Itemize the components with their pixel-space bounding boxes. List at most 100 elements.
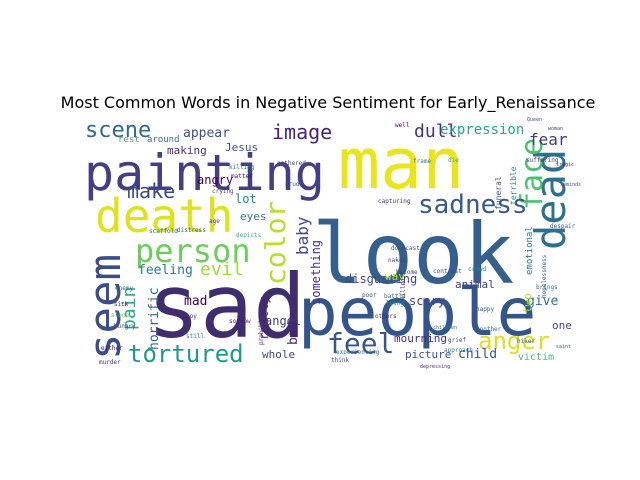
word-others: others <box>375 313 397 320</box>
word-terrible: terrible <box>509 166 518 205</box>
word-jesus: Jesus <box>225 141 258 154</box>
word-way: way <box>385 270 405 283</box>
word-making: making <box>167 144 207 157</box>
word-one: one <box>552 319 572 332</box>
word-queen: Queen <box>527 117 542 123</box>
word-image: image <box>272 120 332 144</box>
word-cloud-background <box>81 117 575 365</box>
word-boy: boy <box>186 313 197 320</box>
word-grief: grief <box>448 337 466 344</box>
word-battle: battle <box>384 293 406 300</box>
word-become: become <box>396 269 418 276</box>
word-dull: dull <box>414 121 457 142</box>
word-whole: whole <box>262 348 295 361</box>
word-depicts: depicts <box>236 232 262 239</box>
word-bad: bad <box>286 322 301 345</box>
word-poor: poor <box>362 292 377 299</box>
word-mad: mad <box>184 294 207 309</box>
word-angry: angry <box>197 173 233 187</box>
word-baby: baby <box>293 216 312 255</box>
word-tragic: tragic <box>556 162 574 168</box>
word-distress: distress <box>177 227 206 234</box>
word-mourning: mourning <box>394 332 447 345</box>
word-painting: painting <box>84 144 325 202</box>
word-happy: happy <box>476 306 494 313</box>
word-well: well <box>395 122 410 129</box>
word-give: give <box>527 294 558 309</box>
word-enemy: enemy <box>115 285 133 292</box>
word-capturing: capturing <box>378 198 411 205</box>
word-alone: alone <box>111 312 129 319</box>
word-saint: saint <box>556 344 571 350</box>
word-despair: despair <box>550 223 576 230</box>
word-reminds: reminds <box>560 182 581 188</box>
word-lying: lying <box>386 300 404 307</box>
word-naked: naked <box>388 257 406 264</box>
word-horrific: horrific <box>147 287 162 350</box>
word-killing: killing <box>229 164 255 171</box>
word-fear: fear <box>529 130 568 149</box>
word-around: around <box>147 135 180 145</box>
word-sorrow: sorrow <box>229 318 251 325</box>
word-either: either <box>101 345 123 352</box>
word-face: face <box>515 138 550 210</box>
word-lot: lot <box>235 192 257 206</box>
word-feel: feel <box>327 327 394 360</box>
chart-title: Most Common Words in Negative Sentiment … <box>60 93 596 112</box>
word-another: another <box>476 326 502 333</box>
word-person: person <box>135 232 251 270</box>
word-hiker: hiker <box>517 338 535 345</box>
word-contrast: contrast <box>433 268 462 275</box>
word-people: people <box>298 274 536 351</box>
word-gathered: gathered <box>277 160 306 167</box>
word-make: make <box>127 179 175 203</box>
word-funeral: funeral <box>494 176 503 210</box>
word-appear: appear <box>183 126 230 141</box>
word-matter: matter <box>231 173 253 180</box>
word-two: two <box>521 293 534 313</box>
word-feeling: feeling <box>138 263 193 278</box>
word-depressing: depressing <box>420 364 450 370</box>
word-color: color <box>259 201 292 285</box>
word-crying: crying <box>212 188 234 195</box>
word-animal: animal <box>455 278 495 291</box>
word-hopelessness: hopelessness <box>541 254 548 298</box>
word-murder: murder <box>99 359 121 366</box>
word-probably: probably <box>258 316 265 345</box>
word-still: still <box>186 333 204 340</box>
word-man: man <box>338 123 464 205</box>
word-really: really <box>257 297 271 340</box>
word-approach: approach <box>444 347 473 354</box>
word-angel: angel <box>265 314 301 328</box>
word-die: die <box>448 157 459 164</box>
word-emotional: emotional <box>525 226 535 275</box>
word-disgusting: disgusting <box>345 272 417 286</box>
word-evil: evil <box>200 259 243 280</box>
word-experiencing: experiencing <box>336 349 380 356</box>
word-scary: scary <box>409 294 445 308</box>
word-scaffold: scaffold <box>149 228 178 235</box>
word-tortured: tortured <box>128 340 244 368</box>
word-eyes: eyes <box>240 210 267 223</box>
word-woman: woman <box>548 126 563 132</box>
word-child: child <box>458 347 497 362</box>
word-pain: pain <box>119 287 140 330</box>
word-seem: seem <box>80 254 131 360</box>
word-sadness: sadness <box>418 190 528 220</box>
word-crude: crude <box>285 181 303 188</box>
word-suffering: suffering <box>526 157 559 164</box>
word-frame: frame <box>413 158 431 165</box>
word-expression: expression <box>440 122 524 138</box>
word-sick: sick <box>114 301 129 308</box>
word-sad: sad <box>147 255 306 358</box>
word-rest: rest <box>118 135 140 145</box>
word-downcast: downcast <box>391 245 420 252</box>
word-dead: dead <box>526 149 575 250</box>
word-think: think <box>331 357 349 364</box>
word-age: age <box>209 218 220 225</box>
word-death: death <box>95 189 233 243</box>
word-anger: anger <box>478 327 550 355</box>
word-crowd: crowd <box>468 266 486 273</box>
